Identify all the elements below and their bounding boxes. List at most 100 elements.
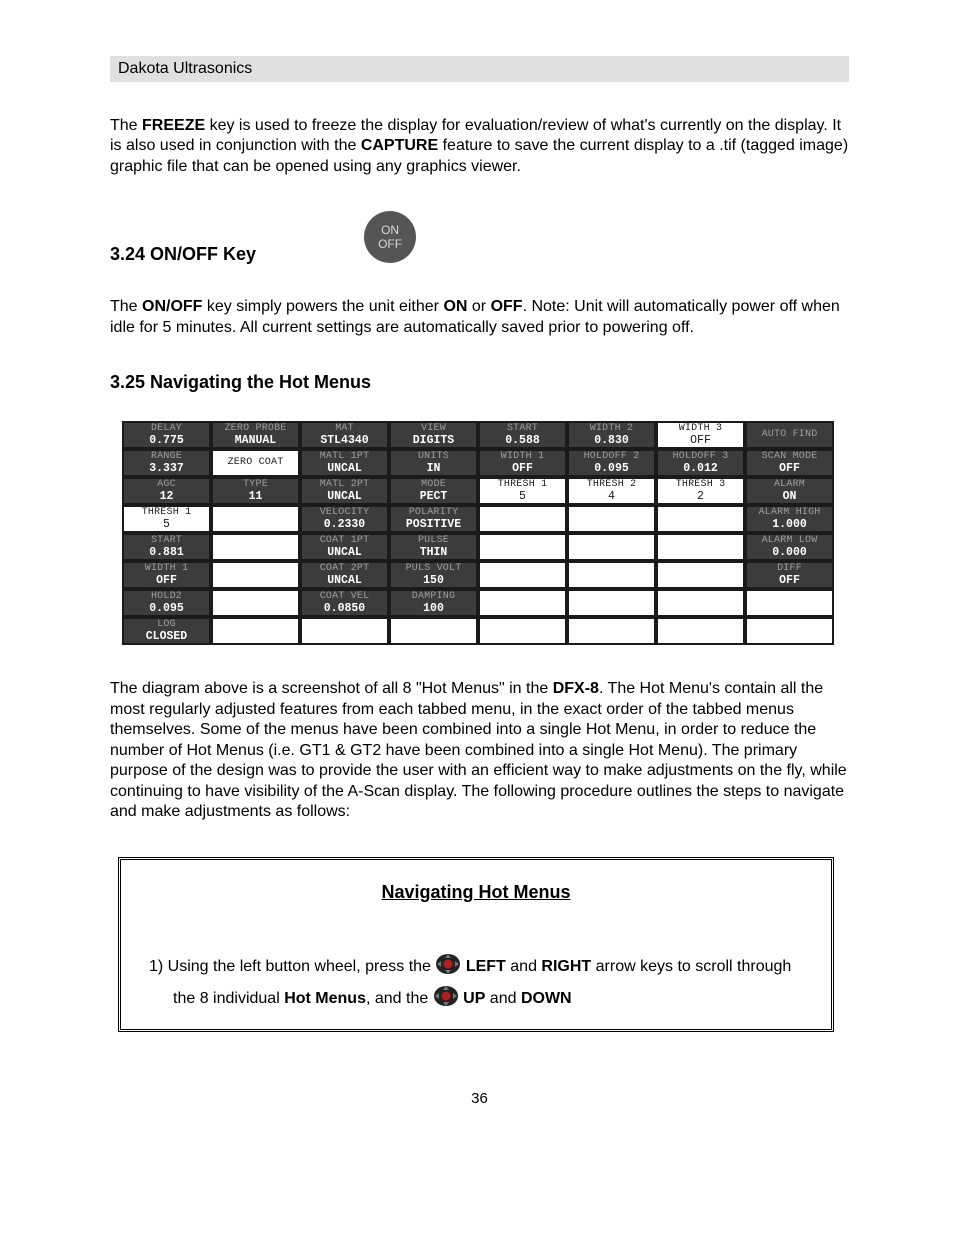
lcd-cell: HOLDOFF 20.095: [567, 449, 656, 477]
lcd-value: 0.095: [594, 463, 629, 475]
on-label: ON: [381, 223, 399, 237]
lcd-cell: DELAY0.775: [122, 421, 211, 449]
lcd-cell: [211, 617, 300, 645]
lcd-value: POSITIVE: [406, 519, 461, 531]
lcd-cell: [211, 589, 300, 617]
lcd-cell: ZERO PROBEMANUAL: [211, 421, 300, 449]
lcd-label: HOLDOFF 2: [584, 452, 640, 463]
lcd-label: HOLD2: [151, 592, 182, 603]
on-word: ON: [443, 298, 467, 315]
up-key: UP: [459, 990, 486, 1007]
lcd-cell: HOLDOFF 30.012: [656, 449, 745, 477]
freeze-key: FREEZE: [142, 117, 205, 134]
lcd-value: 12: [160, 491, 174, 503]
lcd-cell: HOLD20.095: [122, 589, 211, 617]
lcd-label: DELAY: [151, 424, 182, 435]
lcd-value: DIGITS: [413, 435, 454, 447]
procedure-title: Navigating Hot Menus: [149, 882, 803, 903]
lcd-value: 0.830: [594, 435, 629, 447]
lcd-cell: [567, 617, 656, 645]
lcd-cell: THRESH 15: [478, 477, 567, 505]
lcd-cell: [478, 505, 567, 533]
lcd-label: THRESH 1: [498, 480, 548, 491]
lcd-cell: PULSETHIN: [389, 533, 478, 561]
lcd-label: WIDTH 3: [679, 424, 722, 435]
capture-key: CAPTURE: [361, 137, 438, 154]
lcd-label: POLARITY: [409, 508, 459, 519]
lcd-label: WIDTH 1: [145, 564, 188, 575]
lcd-cell: WIDTH 20.830: [567, 421, 656, 449]
lcd-label: AUTO FIND: [762, 430, 818, 441]
lcd-cell: START0.881: [122, 533, 211, 561]
procedure-box: Navigating Hot Menus 1) Using the left b…: [118, 857, 834, 1032]
text: Using the left button wheel, press the: [168, 958, 436, 975]
lcd-cell: VELOCITY0.2330: [300, 505, 389, 533]
lcd-cell: SCAN MODEOFF: [745, 449, 834, 477]
lcd-cell: RANGE3.337: [122, 449, 211, 477]
lcd-cell: [300, 617, 389, 645]
lcd-value: OFF: [512, 463, 533, 475]
lcd-value: 0.0850: [324, 603, 365, 615]
text: The: [110, 117, 142, 134]
lcd-cell: WIDTH 1OFF: [122, 561, 211, 589]
procedure-step-1: 1) Using the left button wheel, press th…: [149, 951, 803, 1015]
lcd-cell: [389, 617, 478, 645]
text: The diagram above is a screenshot of all…: [110, 680, 553, 697]
lcd-label: START: [151, 536, 182, 547]
lcd-cell: ALARM LOW0.000: [745, 533, 834, 561]
lcd-cell: [656, 533, 745, 561]
step-number: 1): [149, 958, 168, 975]
lcd-cell: THRESH 15: [122, 505, 211, 533]
lcd-label: PULSE: [418, 536, 449, 547]
lcd-cell: WIDTH 1OFF: [478, 449, 567, 477]
lcd-cell: LOGCLOSED: [122, 617, 211, 645]
section-324-title: 3.24 ON/OFF Key: [110, 244, 256, 265]
lcd-cell: [656, 589, 745, 617]
lcd-label: START: [507, 424, 538, 435]
lcd-cell: POLARITYPOSITIVE: [389, 505, 478, 533]
wheel-icon: [435, 953, 461, 975]
lcd-label: LOG: [157, 620, 176, 631]
lcd-label: THRESH 2: [587, 480, 637, 491]
dfx8-model: DFX-8: [553, 680, 599, 697]
lcd-value: MANUAL: [235, 435, 276, 447]
left-key: LEFT: [461, 958, 505, 975]
onoff-key: ON/OFF: [142, 298, 202, 315]
text: and: [485, 990, 521, 1007]
freeze-paragraph: The FREEZE key is used to freeze the dis…: [110, 116, 849, 177]
lcd-cell: [656, 617, 745, 645]
lcd-cell: START0.588: [478, 421, 567, 449]
lcd-value: THIN: [420, 547, 448, 559]
lcd-cell: PULS VOLT150: [389, 561, 478, 589]
lcd-value: 4: [608, 491, 615, 503]
lcd-label: MAT: [335, 424, 354, 435]
lcd-value: OFF: [779, 575, 800, 587]
section-325-title: 3.25 Navigating the Hot Menus: [110, 372, 849, 393]
lcd-label: DIFF: [777, 564, 802, 575]
lcd-cell: MATL 1PTUNCAL: [300, 449, 389, 477]
lcd-cell: [567, 589, 656, 617]
lcd-value: PECT: [420, 491, 448, 503]
lcd-cell: [745, 617, 834, 645]
lcd-label: COAT 2PT: [320, 564, 370, 575]
lcd-label: RANGE: [151, 452, 182, 463]
down-key: DOWN: [521, 990, 572, 1007]
lcd-value: OFF: [156, 575, 177, 587]
lcd-cell: COAT 1PTUNCAL: [300, 533, 389, 561]
lcd-value: 0.2330: [324, 519, 365, 531]
lcd-label: ZERO PROBE: [224, 424, 286, 435]
onoff-button-icon: ON OFF: [364, 211, 416, 263]
text: , and the: [366, 990, 433, 1007]
lcd-cell: [478, 533, 567, 561]
lcd-value: CLOSED: [146, 631, 187, 643]
lcd-value: 11: [249, 491, 263, 503]
lcd-value: STL4340: [320, 435, 368, 447]
lcd-cell: THRESH 24: [567, 477, 656, 505]
text: or: [467, 298, 490, 315]
text: key simply powers the unit either: [202, 298, 443, 315]
lcd-cell: [656, 505, 745, 533]
brand-header: Dakota Ultrasonics: [110, 56, 849, 82]
onoff-paragraph: The ON/OFF key simply powers the unit ei…: [110, 297, 849, 338]
off-label: OFF: [378, 237, 402, 251]
lcd-cell: VIEWDIGITS: [389, 421, 478, 449]
